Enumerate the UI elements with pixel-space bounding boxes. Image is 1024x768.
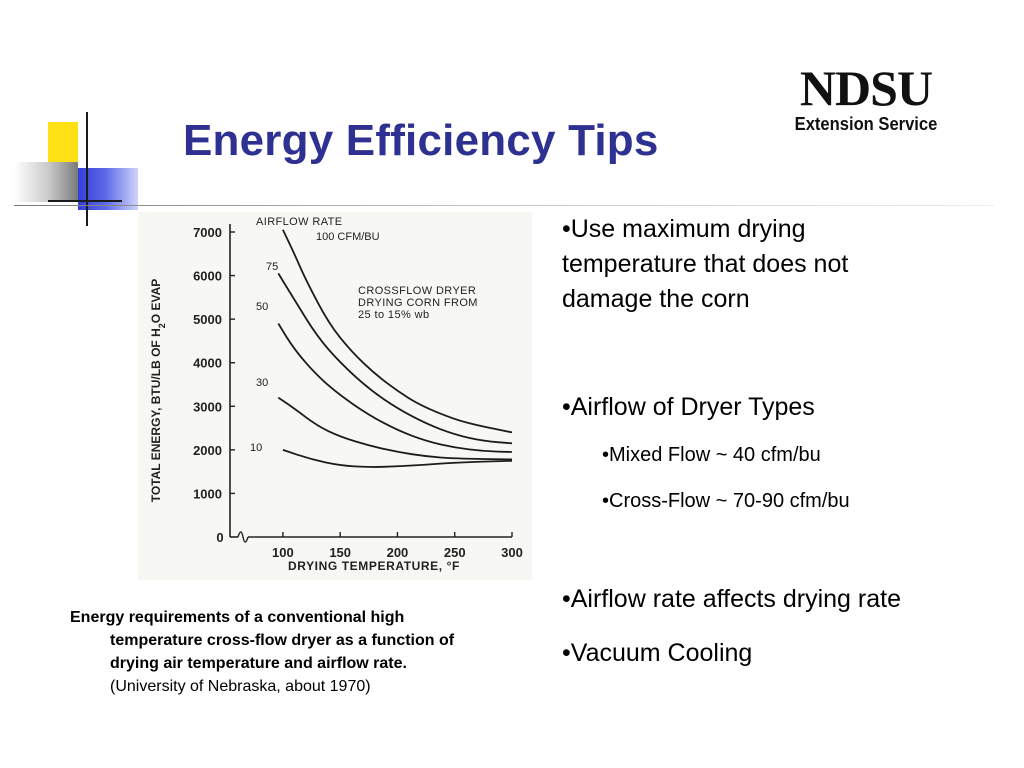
y-tick-label: 4000 xyxy=(193,356,222,371)
x-tick-label: 150 xyxy=(329,545,351,560)
bullet-cross-flow: •Cross-Flow ~ 70-90 cfm/bu xyxy=(602,490,850,512)
series-label: 50 xyxy=(256,301,268,313)
caption-description: Energy requirements of a conventional hi… xyxy=(70,606,550,675)
logo-subtitle: Extension Service xyxy=(794,114,938,134)
series-label: 100 CFM/BU xyxy=(316,231,380,243)
y-axis-label: TOTAL ENERGY, BTU/LB OF H2O EVAP xyxy=(149,279,167,503)
y-tick-label: 2000 xyxy=(193,443,222,458)
decor-blue-square xyxy=(78,168,138,210)
series-label: 30 xyxy=(256,377,268,389)
ndsu-logo: NDSU Extension Service xyxy=(783,62,949,134)
y-tick-label: 5000 xyxy=(193,312,222,327)
decor-horizontal-line xyxy=(48,200,122,202)
figure-caption: Energy requirements of a conventional hi… xyxy=(70,606,550,698)
bullet-max-temp: •Use maximum drying temperature that doe… xyxy=(562,212,848,317)
bullet-line: temperature that does not xyxy=(562,250,849,278)
series-line-3 xyxy=(277,323,513,453)
caption-line: temperature cross-flow dryer as a functi… xyxy=(110,632,455,649)
bullet-line: damage the corn xyxy=(562,285,750,313)
caption-line: Energy requirements of a conventional hi… xyxy=(70,609,405,626)
y-tick-label: 7000 xyxy=(193,225,222,240)
bullet-airflow-types: •Airflow of Dryer Types xyxy=(562,393,815,421)
bullet-mixed-flow: •Mixed Flow ~ 40 cfm/bu xyxy=(602,444,821,466)
series-label: 75 xyxy=(266,261,278,273)
x-tick-label: 200 xyxy=(387,545,409,560)
x-tick-label: 250 xyxy=(444,545,466,560)
chart-annotation-line: CROSSFLOW DRYER xyxy=(358,285,476,297)
decor-yellow-square xyxy=(48,122,78,162)
title-underline xyxy=(14,205,994,206)
series-line-5 xyxy=(282,449,513,468)
x-tick-label: 300 xyxy=(501,545,523,560)
decor-vertical-line xyxy=(86,112,88,226)
bullet-line: •Use maximum drying xyxy=(562,215,806,243)
caption-source: (University of Nebraska, about 1970) xyxy=(110,678,371,695)
series-line-4 xyxy=(277,396,513,461)
caption-line: drying air temperature and airflow rate. xyxy=(110,655,407,672)
slide-title: Energy Efficiency Tips xyxy=(183,116,659,165)
bullet-airflow-rate: •Airflow rate affects drying rate xyxy=(562,585,901,613)
chart-annotation-line: 25 to 15% wb xyxy=(358,309,429,321)
bullet-vacuum-cooling: •Vacuum Cooling xyxy=(562,639,753,667)
x-axis-label: DRYING TEMPERATURE, °F xyxy=(288,559,460,573)
y-tick-label: 3000 xyxy=(193,399,222,414)
series-line-1 xyxy=(282,229,513,434)
series-line-2 xyxy=(277,272,513,445)
x-tick-label: 100 xyxy=(272,545,294,560)
chart-annotation-line: DRYING CORN FROM xyxy=(358,297,478,309)
series-label: 10 xyxy=(250,442,262,454)
chart-background xyxy=(138,212,532,580)
y-tick-label: 1000 xyxy=(193,486,222,501)
logo-wordmark: NDSU xyxy=(799,60,933,116)
y-tick-label: 6000 xyxy=(193,269,222,284)
decor-gray-square xyxy=(14,162,78,202)
x-origin-label: 0 xyxy=(216,530,223,545)
legend-title: AIRFLOW RATE xyxy=(256,216,343,228)
axis-break-mark xyxy=(237,531,249,543)
